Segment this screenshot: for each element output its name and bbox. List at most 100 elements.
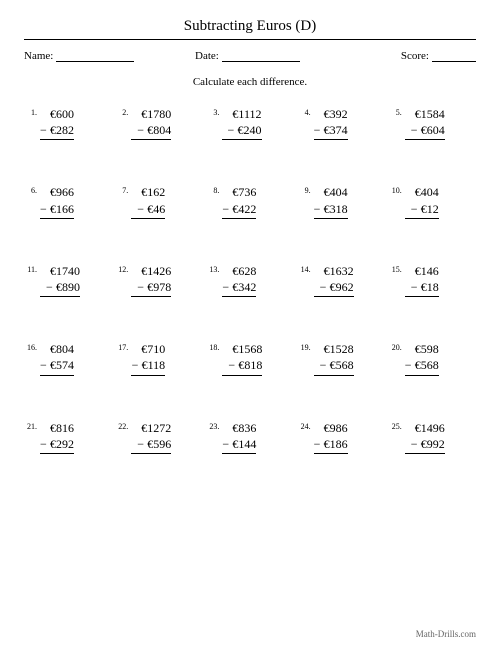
problem: 15. €146−€18: [391, 263, 474, 297]
problem: 2. €1780−€804: [117, 106, 200, 140]
minuend: €836: [222, 420, 256, 436]
problem-number: 2.: [117, 106, 131, 117]
problem: 24. €986−€186: [300, 420, 383, 454]
minuend: €1112: [222, 106, 261, 122]
problem-values: €1112−€240: [222, 106, 261, 140]
subtrahend: −€568: [314, 357, 354, 375]
problem: 25. €1496−€992: [391, 420, 474, 454]
header-row: Name: Date: Score:: [24, 50, 476, 62]
subtrahend: −€240: [222, 122, 261, 140]
subtrahend: −€978: [131, 279, 171, 297]
problem-values: €1272−€596: [131, 420, 171, 454]
subtrahend: −€422: [222, 201, 256, 219]
problem-number: 11.: [26, 263, 40, 274]
problem-values: €146−€18: [405, 263, 439, 297]
problem-values: €404−€12: [405, 184, 439, 218]
subtrahend: −€342: [222, 279, 256, 297]
problem-values: €162−€46: [131, 184, 165, 218]
subtrahend: −€144: [222, 436, 256, 454]
subtrahend: −€18: [405, 279, 439, 297]
problem-number: 17.: [117, 341, 131, 352]
problem-number: 4.: [300, 106, 314, 117]
problem: 23. €836−€144: [208, 420, 291, 454]
minuend: €404: [405, 184, 439, 200]
problem-values: €628−€342: [222, 263, 256, 297]
footer-text: Math-Drills.com: [416, 629, 476, 639]
problem: 14. €1632−€962: [300, 263, 383, 297]
problem: 21. €816−€292: [26, 420, 109, 454]
problem: 1. €600−€282: [26, 106, 109, 140]
subtrahend: −€282: [40, 122, 74, 140]
problem-values: €1496−€992: [405, 420, 445, 454]
subtrahend: −€118: [131, 357, 165, 375]
problem: 5. €1584−€604: [391, 106, 474, 140]
problem-number: 24.: [300, 420, 314, 431]
score-label: Score:: [401, 50, 429, 62]
name-underline[interactable]: [56, 50, 134, 62]
subtrahend: −€596: [131, 436, 171, 454]
date-label: Date:: [195, 50, 219, 62]
problem: 19. €1528−€568: [300, 341, 383, 375]
subtrahend: −€574: [40, 357, 74, 375]
minuend: €146: [405, 263, 439, 279]
problem-number: 12.: [117, 263, 131, 274]
subtrahend: −€568: [405, 357, 439, 375]
problem-values: €598−€568: [405, 341, 439, 375]
minuend: €1426: [131, 263, 171, 279]
problem-number: 20.: [391, 341, 405, 352]
problem-values: €600−€282: [40, 106, 74, 140]
problem-number: 7.: [117, 184, 131, 195]
problem-values: €966−€166: [40, 184, 74, 218]
minuend: €804: [40, 341, 74, 357]
subtrahend: −€46: [131, 201, 165, 219]
problem: 10. €404−€12: [391, 184, 474, 218]
problem-number: 16.: [26, 341, 40, 352]
problem-number: 3.: [208, 106, 222, 117]
problems-grid: 1. €600−€2822. €1780−€8043. €1112−€2404.…: [24, 106, 476, 454]
problem-values: €804−€574: [40, 341, 74, 375]
problem: 17. €710−€118: [117, 341, 200, 375]
subtrahend: −€604: [405, 122, 445, 140]
instruction-text: Calculate each difference.: [24, 76, 476, 88]
problem-number: 25.: [391, 420, 405, 431]
problem-values: €1584−€604: [405, 106, 445, 140]
problem-values: €1632−€962: [314, 263, 354, 297]
problem-values: €1740−€890: [40, 263, 80, 297]
problem-number: 22.: [117, 420, 131, 431]
problem-number: 18.: [208, 341, 222, 352]
subtrahend: −€292: [40, 436, 74, 454]
minuend: €966: [40, 184, 74, 200]
problem: 9. €404−€318: [300, 184, 383, 218]
subtrahend: −€992: [405, 436, 445, 454]
minuend: €1632: [314, 263, 354, 279]
subtrahend: −€318: [314, 201, 348, 219]
problem-number: 8.: [208, 184, 222, 195]
minuend: €404: [314, 184, 348, 200]
minuend: €710: [131, 341, 165, 357]
problem-number: 10.: [391, 184, 405, 195]
problem-number: 5.: [391, 106, 405, 117]
score-underline[interactable]: [432, 50, 476, 62]
problem-number: 21.: [26, 420, 40, 431]
problem: 3. €1112−€240: [208, 106, 291, 140]
problem: 20. €598−€568: [391, 341, 474, 375]
minuend: €628: [222, 263, 256, 279]
problem-values: €1528−€568: [314, 341, 354, 375]
date-field: Date:: [195, 50, 360, 62]
minuend: €1528: [314, 341, 354, 357]
subtrahend: −€12: [405, 201, 439, 219]
problem-number: 14.: [300, 263, 314, 274]
problem-values: €986−€186: [314, 420, 348, 454]
name-label: Name:: [24, 50, 53, 62]
subtrahend: −€374: [314, 122, 348, 140]
problem: 18. €1568−€818: [208, 341, 291, 375]
date-underline[interactable]: [222, 50, 300, 62]
problem-number: 9.: [300, 184, 314, 195]
problem-values: €392−€374: [314, 106, 348, 140]
problem-number: 13.: [208, 263, 222, 274]
name-field: Name:: [24, 50, 189, 62]
problem-number: 19.: [300, 341, 314, 352]
score-field: Score:: [366, 50, 476, 62]
minuend: €736: [222, 184, 256, 200]
problem-values: €1426−€978: [131, 263, 171, 297]
